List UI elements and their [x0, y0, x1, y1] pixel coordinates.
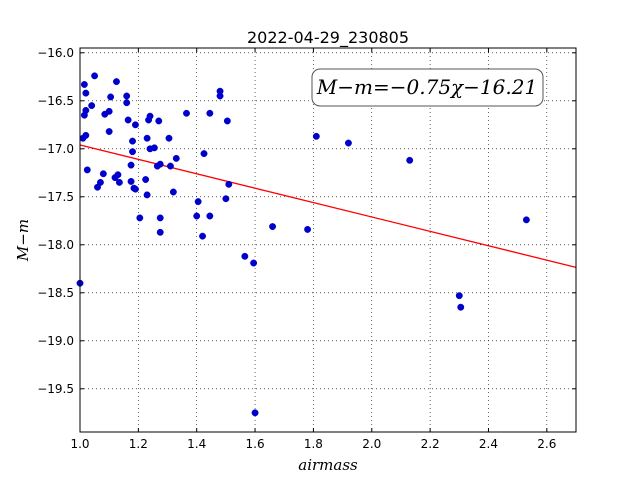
y-tick-label: −16.0 [37, 46, 74, 60]
data-point [455, 292, 463, 300]
y-tick-label: −18.0 [37, 238, 74, 252]
data-point [143, 191, 151, 199]
data-point [216, 92, 224, 100]
x-tick-label: 2.4 [479, 437, 498, 451]
y-tick-label: −17.5 [37, 190, 74, 204]
data-point [457, 303, 465, 311]
data-point [127, 177, 135, 185]
x-tick-label: 2.2 [421, 437, 440, 451]
data-point [406, 156, 414, 164]
data-point [223, 117, 231, 125]
y-tick-label: −19.0 [37, 334, 74, 348]
data-point [82, 131, 90, 139]
data-point [344, 139, 352, 147]
data-point [169, 188, 177, 196]
x-tick-label: 1.6 [246, 437, 265, 451]
data-point [312, 132, 320, 140]
data-point [113, 78, 120, 86]
data-point [80, 81, 88, 88]
ticks-layer: 1.0 1.2 1.4 1.6 1.8 2.0 2.2 2.4 2.6 −16.0 −16.5 −17… [37, 46, 576, 451]
data-point [91, 72, 99, 80]
data-point [183, 109, 190, 117]
data-point [88, 102, 96, 110]
equation-box: M−m=−0.75χ−16.21 [311, 68, 544, 107]
data-point [83, 166, 91, 174]
data-point [136, 214, 144, 222]
data-point [251, 409, 259, 417]
x-tick-label: 1.8 [304, 437, 323, 451]
data-point [99, 170, 107, 178]
data-point [206, 212, 214, 220]
data-point [156, 214, 164, 222]
equation-text: M−m=−0.75χ−16.21 [316, 75, 537, 99]
data-point [165, 134, 173, 142]
data-point [199, 232, 206, 240]
data-point [172, 154, 180, 162]
x-axis-label: airmass [298, 456, 358, 474]
data-point [127, 161, 135, 169]
data-point [146, 112, 154, 120]
data-point [193, 212, 201, 220]
data-point [522, 216, 530, 224]
x-tick-label: 2.0 [362, 437, 381, 451]
y-tick-label: −17.0 [37, 142, 74, 156]
data-point [105, 107, 113, 115]
data-point [194, 198, 202, 206]
data-point [107, 93, 115, 101]
y-tick-label: −16.5 [37, 94, 74, 108]
x-tick-label: 2.6 [537, 437, 556, 451]
data-point [250, 259, 258, 267]
data-point [105, 128, 113, 135]
data-point [269, 223, 277, 231]
data-point [129, 137, 136, 145]
data-point [124, 116, 132, 124]
data-point [115, 178, 123, 186]
data-point [82, 89, 90, 97]
plot-frame [79, 47, 577, 433]
data-point [143, 134, 151, 142]
points-layer [76, 72, 530, 417]
x-tick-label: 1.4 [187, 437, 206, 451]
data-point [123, 92, 131, 100]
x-tick-label: 1.2 [129, 437, 148, 451]
data-point [166, 162, 174, 170]
y-axis-label: M−m [14, 219, 32, 262]
data-point [200, 150, 208, 158]
data-point [131, 185, 139, 193]
data-point [156, 228, 164, 236]
data-point [129, 148, 136, 156]
data-point [206, 109, 214, 117]
data-point [96, 178, 104, 186]
data-point [114, 171, 122, 179]
data-point [156, 160, 164, 168]
data-point [82, 106, 90, 114]
data-point [150, 144, 158, 152]
equation-box-frame [311, 68, 544, 107]
y-tick-label: −19.5 [37, 382, 74, 396]
chart-title: 2022-04-29_230805 [247, 28, 409, 48]
data-point [142, 176, 150, 183]
data-point [222, 195, 230, 203]
y-tick-label: −18.5 [37, 286, 74, 300]
data-point [304, 225, 312, 233]
data-point [123, 99, 131, 107]
data-point [241, 252, 249, 260]
x-tick-label: 1.0 [70, 437, 89, 451]
data-point [225, 180, 233, 188]
data-point [155, 117, 163, 125]
data-point [131, 121, 139, 129]
